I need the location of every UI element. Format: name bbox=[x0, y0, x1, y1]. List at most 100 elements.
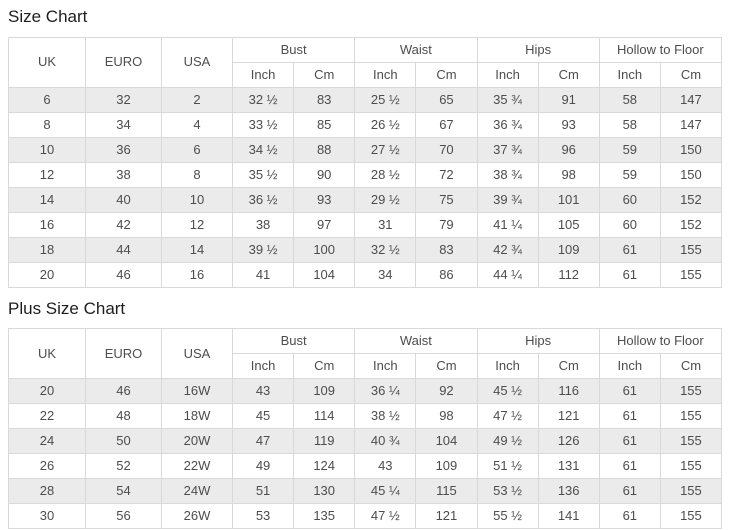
table-cell: 97 bbox=[293, 211, 356, 238]
table-cell: 93 bbox=[537, 111, 600, 138]
table-cell: 98 bbox=[537, 161, 600, 188]
group-header: Hips bbox=[476, 328, 600, 355]
unit-header: Cm bbox=[659, 353, 723, 380]
table-cell: 115 bbox=[415, 478, 478, 505]
table-cell: 54 bbox=[85, 478, 162, 505]
size-chart-table-body: 6 32 2 32 ½ 83 25 ½ 65 35 ¾ 91 58 147 8 34 4 33 ½ 85 26 … bbox=[8, 86, 723, 288]
table-cell: 105 bbox=[537, 211, 600, 238]
table-cell: 37 ¾ bbox=[476, 136, 539, 163]
table-cell: 45 ½ bbox=[476, 378, 539, 405]
unit-header: Inch bbox=[354, 353, 417, 380]
table-cell: 16 bbox=[161, 261, 233, 288]
table-cell: 41 ¼ bbox=[476, 211, 539, 238]
table-cell: 42 bbox=[85, 211, 162, 238]
table-cell: 49 bbox=[231, 453, 295, 480]
table-cell: 60 bbox=[598, 186, 661, 213]
table-cell: 20 bbox=[8, 261, 86, 288]
table-cell: 14 bbox=[161, 236, 233, 263]
table-cell: 155 bbox=[659, 503, 723, 530]
table-cell: 96 bbox=[537, 136, 600, 163]
table-cell: 130 bbox=[293, 478, 356, 505]
unit-header: Cm bbox=[537, 61, 600, 88]
table-cell: 58 bbox=[598, 86, 661, 113]
table-cell: 34 bbox=[85, 111, 162, 138]
table-cell: 47 ½ bbox=[476, 403, 539, 430]
table-cell: 61 bbox=[598, 503, 661, 530]
table-cell: 155 bbox=[659, 378, 723, 405]
table-cell: 35 ½ bbox=[231, 161, 295, 188]
table-cell: 86 bbox=[415, 261, 478, 288]
table-cell: 4 bbox=[161, 111, 233, 138]
unit-header: Cm bbox=[415, 61, 478, 88]
table-cell: 32 bbox=[85, 86, 162, 113]
column-header: EURO bbox=[85, 36, 162, 88]
table-cell: 30 bbox=[8, 503, 86, 530]
table-cell: 126 bbox=[537, 428, 600, 455]
table-cell: 83 bbox=[415, 236, 478, 263]
table-cell: 121 bbox=[415, 503, 478, 530]
unit-header-row: Inch Cm Inch Cm Inch Cm Inch Cm bbox=[9, 61, 723, 88]
table-cell: 101 bbox=[537, 186, 600, 213]
table-cell: 131 bbox=[537, 453, 600, 480]
table-cell: 155 bbox=[659, 478, 723, 505]
table-cell: 147 bbox=[659, 86, 723, 113]
table-cell: 104 bbox=[415, 428, 478, 455]
table-cell: 25 ½ bbox=[354, 86, 417, 113]
table-cell: 10 bbox=[161, 186, 233, 213]
table-cell: 91 bbox=[537, 86, 600, 113]
table-cell: 45 ¼ bbox=[354, 478, 417, 505]
table-cell: 47 ½ bbox=[354, 503, 417, 530]
table-cell: 8 bbox=[161, 161, 233, 188]
table-cell: 67 bbox=[415, 111, 478, 138]
table-cell: 34 bbox=[354, 261, 417, 288]
unit-header-row: Inch Cm Inch Cm Inch Cm Inch Cm bbox=[9, 353, 723, 380]
column-header: UK bbox=[8, 36, 86, 88]
table-cell: 61 bbox=[598, 453, 661, 480]
table-cell: 28 bbox=[8, 478, 86, 505]
column-header: EURO bbox=[85, 328, 162, 380]
table-cell: 16 bbox=[8, 211, 86, 238]
table-cell: 12 bbox=[161, 211, 233, 238]
table-cell: 56 bbox=[85, 503, 162, 530]
table-cell: 44 bbox=[85, 236, 162, 263]
table-cell: 44 ¼ bbox=[476, 261, 539, 288]
group-header: Bust bbox=[231, 36, 356, 63]
table-cell: 32 ½ bbox=[231, 86, 295, 113]
table-cell: 42 ¾ bbox=[476, 236, 539, 263]
table-cell: 39 ¾ bbox=[476, 186, 539, 213]
table-cell: 155 bbox=[659, 428, 723, 455]
table-cell: 39 ½ bbox=[231, 236, 295, 263]
table-cell: 124 bbox=[293, 453, 356, 480]
unit-header: Cm bbox=[537, 353, 600, 380]
table-cell: 36 bbox=[85, 136, 162, 163]
table-cell: 32 ½ bbox=[354, 236, 417, 263]
table-cell: 147 bbox=[659, 111, 723, 138]
table-cell: 155 bbox=[659, 236, 723, 263]
table-cell: 51 bbox=[231, 478, 295, 505]
table-cell: 38 bbox=[85, 161, 162, 188]
table-cell: 98 bbox=[415, 403, 478, 430]
unit-header: Cm bbox=[415, 353, 478, 380]
table-cell: 20W bbox=[161, 428, 233, 455]
table-row: 14 40 10 36 ½ 93 29 ½ 75 39 ¾ 101 60 152 bbox=[8, 186, 723, 213]
table-cell: 155 bbox=[659, 403, 723, 430]
table-cell: 90 bbox=[293, 161, 356, 188]
table-cell: 38 ½ bbox=[354, 403, 417, 430]
table-cell: 28 ½ bbox=[354, 161, 417, 188]
table-cell: 38 ¾ bbox=[476, 161, 539, 188]
table-cell: 20 bbox=[8, 378, 86, 405]
unit-header: Inch bbox=[231, 353, 295, 380]
unit-header: Inch bbox=[476, 61, 539, 88]
table-cell: 53 ½ bbox=[476, 478, 539, 505]
group-header: Bust bbox=[231, 328, 356, 355]
table-cell: 35 ¾ bbox=[476, 86, 539, 113]
table-cell: 112 bbox=[537, 261, 600, 288]
table-cell: 150 bbox=[659, 136, 723, 163]
table-cell: 36 ¾ bbox=[476, 111, 539, 138]
table-cell: 38 bbox=[231, 211, 295, 238]
table-cell: 36 ¼ bbox=[354, 378, 417, 405]
table-cell: 109 bbox=[415, 453, 478, 480]
table-cell: 40 ¾ bbox=[354, 428, 417, 455]
table-cell: 70 bbox=[415, 136, 478, 163]
table-cell: 43 bbox=[231, 378, 295, 405]
